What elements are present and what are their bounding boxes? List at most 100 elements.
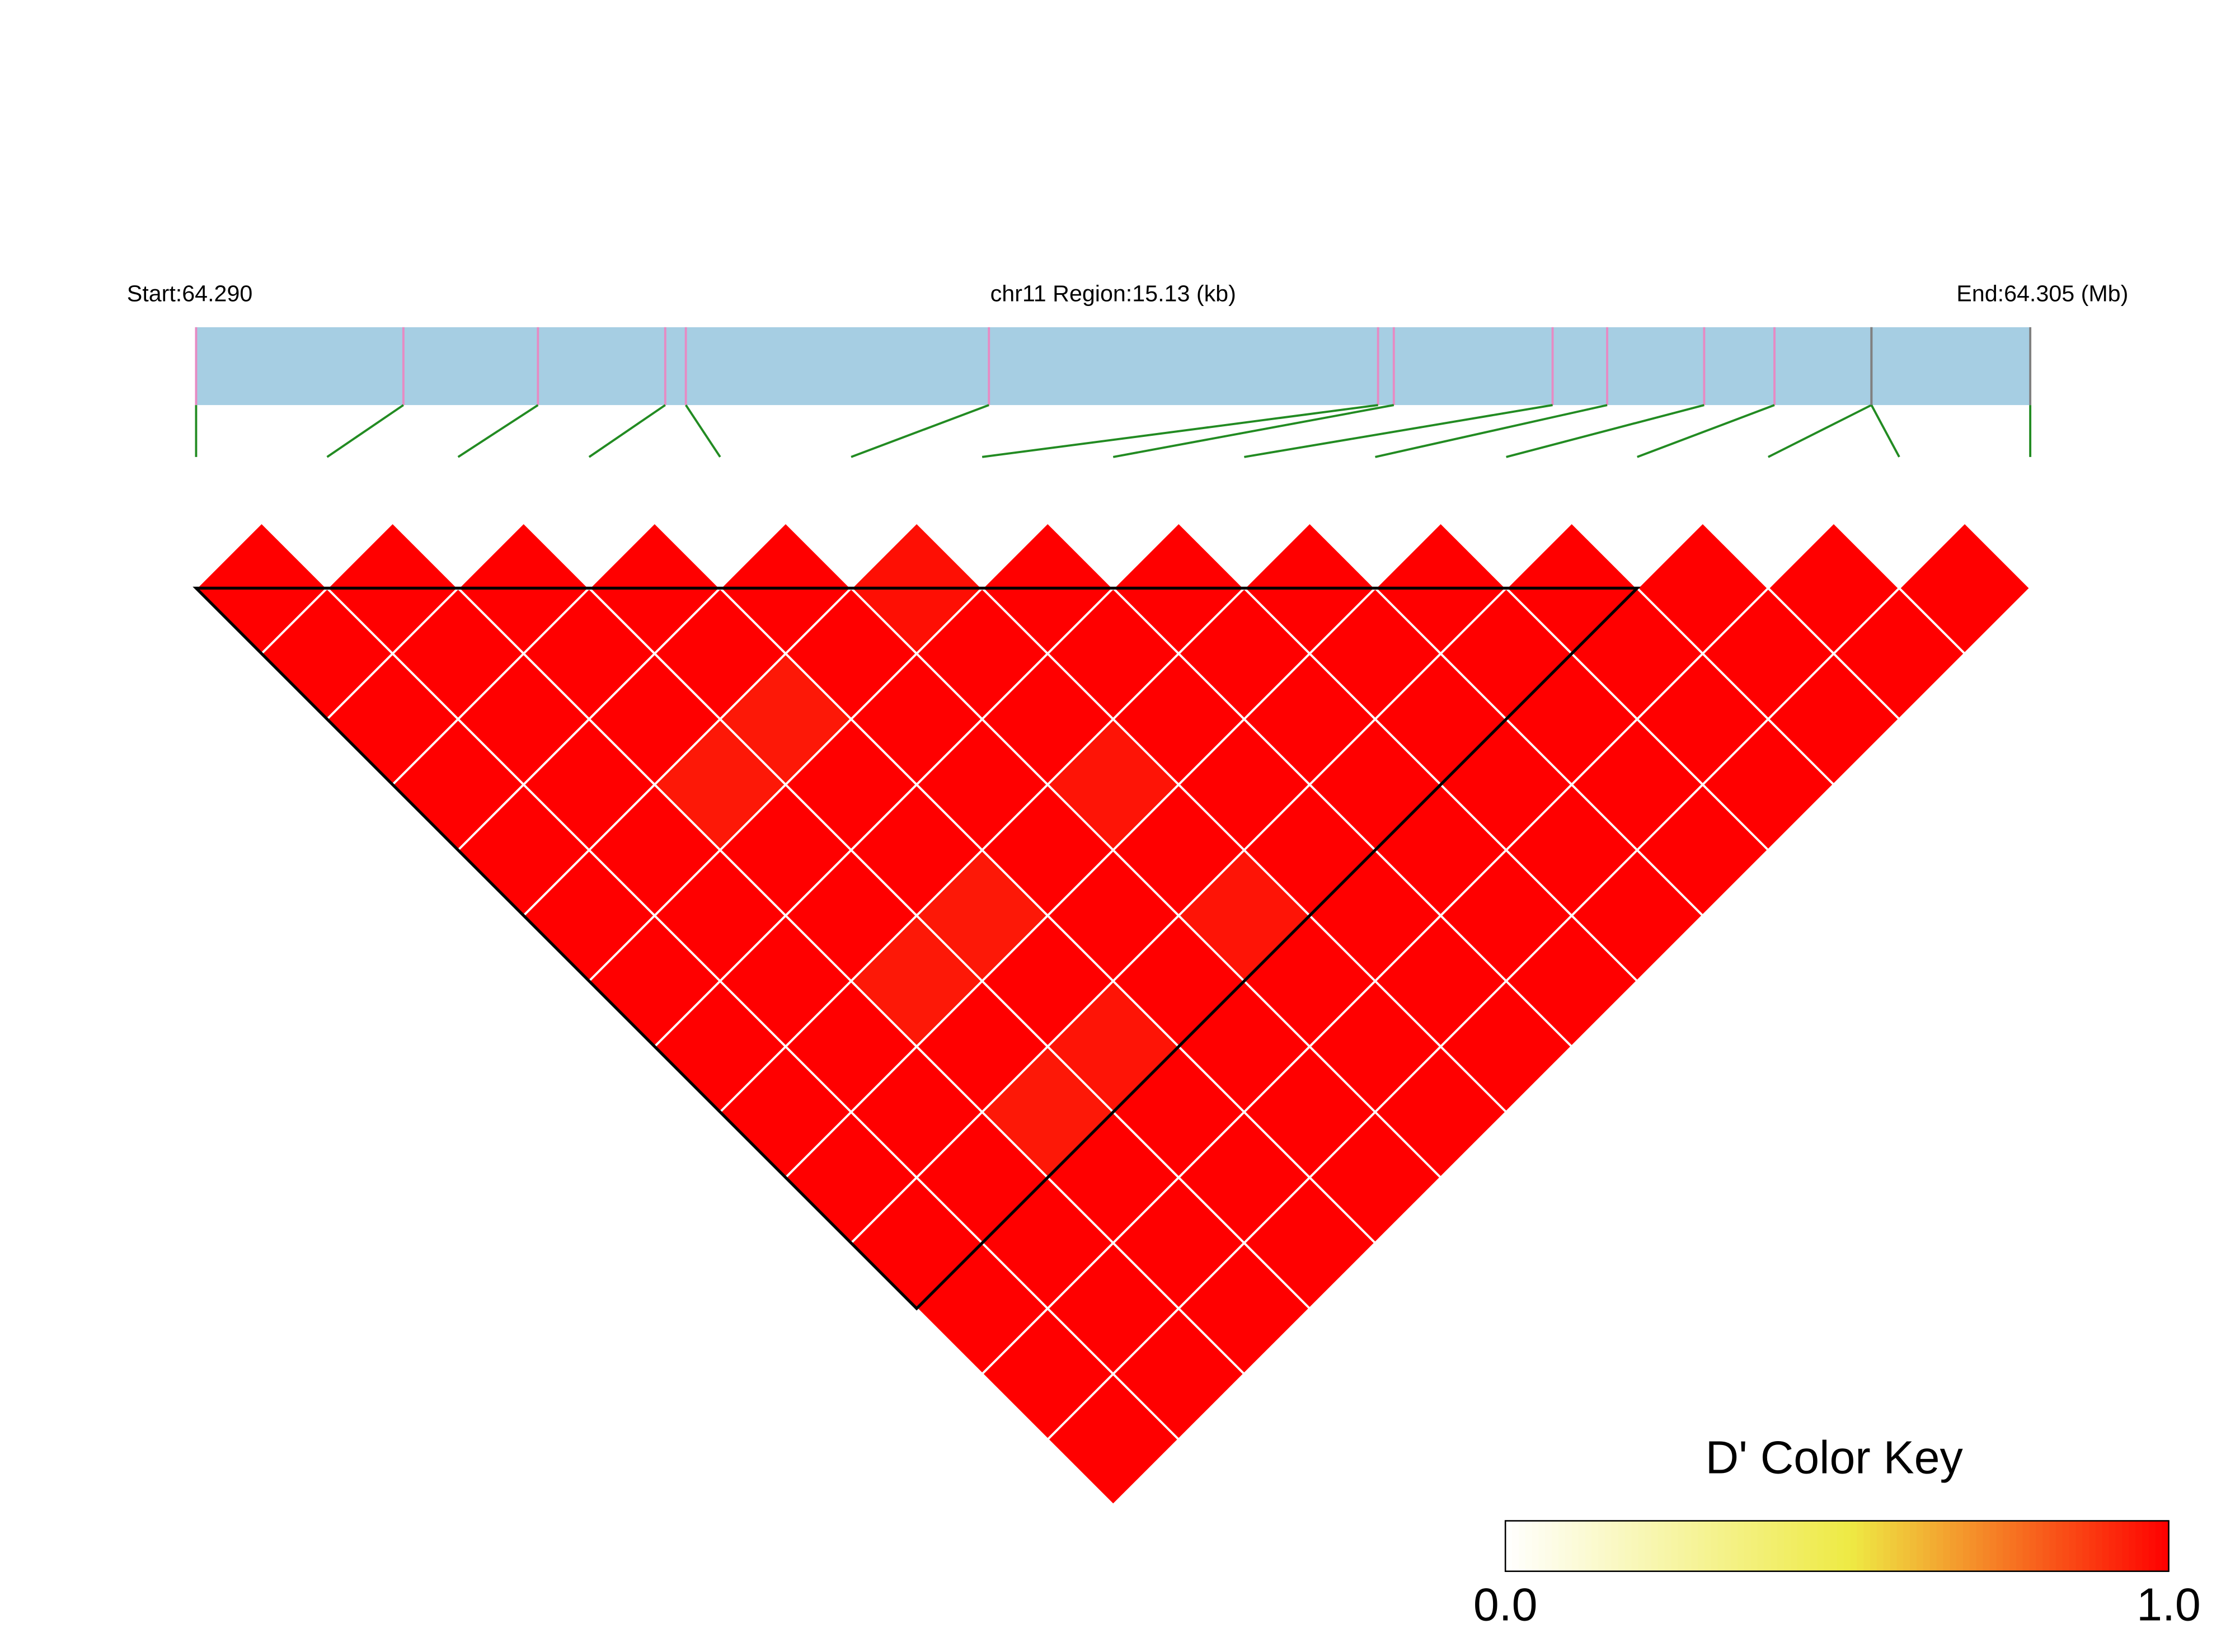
key-swatch [1790,1521,1798,1571]
key-swatch [1558,1521,1566,1571]
key-swatch [2069,1521,2077,1571]
key-swatch [1505,1521,1513,1571]
key-swatch [1664,1521,1672,1571]
key-swatch [2148,1521,2157,1571]
snp-connector [685,404,721,458]
ld-block [192,586,1641,1311]
start-label: Start:64.290 [127,281,253,307]
snp-connector [982,404,1378,458]
key-swatch [1843,1521,1851,1571]
snp-connector [851,404,989,458]
region-label: chr11 Region:15.13 (kb) [990,281,1236,307]
key-swatch [1691,1521,1699,1571]
key-swatch [1837,1521,1844,1571]
region-bar [196,327,2031,406]
key-swatch [1651,1521,1659,1571]
key-swatch [1876,1521,1885,1571]
key-swatch [1830,1521,1838,1571]
key-swatch [1611,1521,1619,1571]
key-swatch [1724,1521,1732,1571]
key-swatch [2096,1521,2103,1571]
key-swatch [1631,1521,1639,1571]
key-swatch [1645,1521,1652,1571]
key-swatch [1783,1521,1792,1571]
key-swatch [2022,1521,2030,1571]
snp-connector [326,404,404,458]
key-swatch [2122,1521,2130,1571]
key-swatch [1870,1521,1878,1571]
key-swatch [2016,1521,2023,1571]
key-swatch [1618,1521,1626,1571]
key-swatch [2115,1521,2123,1571]
key-swatch [1757,1521,1765,1571]
key-swatch [1983,1521,1990,1571]
key-swatch [1956,1521,1964,1571]
key-swatch [2055,1521,2064,1571]
snp-connector [1870,404,1900,458]
key-swatch [1963,1521,1971,1571]
key-swatch [1777,1521,1785,1571]
key-swatch [1923,1521,1931,1571]
snp-connector [588,404,666,458]
key-swatch [2043,1521,2050,1571]
color-key-title: D' Color Key [1706,1432,1964,1483]
key-tick-label: 1.0 [2137,1579,2201,1630]
key-border [1504,1520,2170,1572]
key-swatch [1565,1521,1572,1571]
key-swatch [2089,1521,2097,1571]
key-swatch [2102,1521,2110,1571]
key-swatch [1896,1521,1904,1571]
key-swatch [1598,1521,1606,1571]
key-swatch [1658,1521,1665,1571]
key-swatch [1671,1521,1679,1571]
key-swatch [1804,1521,1811,1571]
ld-cell [1898,521,2032,656]
key-swatch [1950,1521,1957,1571]
key-swatch [1731,1521,1739,1571]
key-swatch [1969,1521,1978,1571]
key-swatch [2162,1521,2170,1571]
key-swatch [1578,1521,1586,1571]
key-swatch [1817,1521,1825,1571]
key-swatch [1771,1521,1778,1571]
key-swatch [1810,1521,1818,1571]
key-swatch [1518,1521,1526,1571]
snp-connector [1637,404,1775,458]
key-swatch [1585,1521,1593,1571]
key-swatch [1538,1521,1546,1571]
key-swatch [1604,1521,1613,1571]
snp-connector [1375,404,1608,458]
key-swatch [1532,1521,1539,1571]
key-swatch [1744,1521,1752,1571]
key-swatch [1989,1521,1997,1571]
key-swatch [1704,1521,1712,1571]
key-swatch [1976,1521,1984,1571]
snp-connector [1244,404,1553,458]
key-swatch [1910,1521,1918,1571]
key-swatch [1525,1521,1533,1571]
key-swatch [1890,1521,1898,1571]
key-swatch [1943,1521,1951,1571]
key-swatch [2082,1521,2090,1571]
snp-connector [1767,404,1872,458]
key-swatch [1857,1521,1865,1571]
key-swatch [2155,1521,2163,1571]
key-swatch [1936,1521,1944,1571]
key-swatch [1996,1521,2004,1571]
snp-connector [1112,404,1394,458]
snp-connector [457,404,539,458]
key-swatch [1571,1521,1579,1571]
key-swatch [1929,1521,1937,1571]
key-swatch [1717,1521,1725,1571]
key-swatch [1824,1521,1832,1571]
key-swatch [2109,1521,2116,1571]
key-swatch [1850,1521,1858,1571]
key-swatch [2142,1521,2150,1571]
key-swatch [1764,1521,1772,1571]
key-swatch [1638,1521,1646,1571]
key-swatch [1512,1521,1520,1571]
key-swatch [1624,1521,1632,1571]
key-swatch [1552,1521,1560,1571]
